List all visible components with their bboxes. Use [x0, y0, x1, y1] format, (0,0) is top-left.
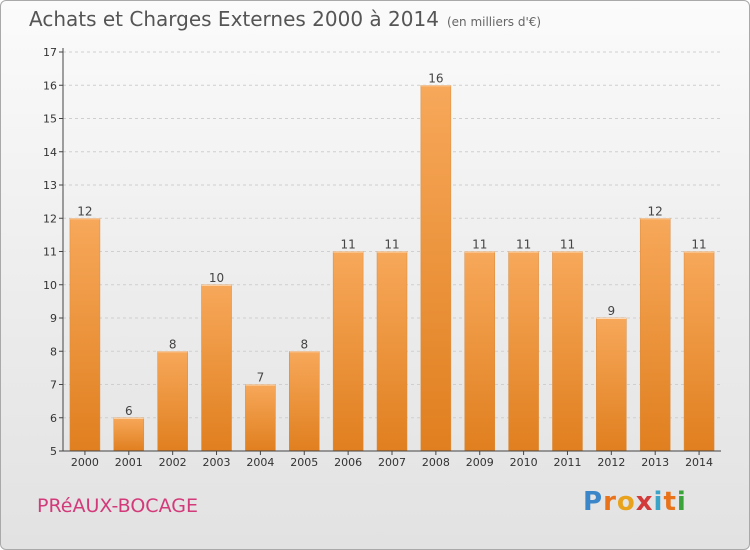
bar-2001	[113, 417, 145, 452]
bar-2002	[157, 351, 188, 452]
value-label: 12	[77, 204, 92, 218]
value-label: 16	[428, 71, 443, 85]
y-tick-label: 15	[43, 113, 57, 126]
y-tick-label: 12	[43, 212, 57, 225]
data-labels: 12 6 8 10 7 8 11 11 16 11 11 11 9 12 11	[77, 71, 706, 418]
y-tick-label: 6	[50, 412, 57, 425]
y-tick-label: 9	[50, 312, 57, 325]
x-tick-label: 2012	[597, 456, 625, 469]
bar-2008	[420, 85, 452, 452]
x-tick-label: 2013	[641, 456, 669, 469]
bar-2010	[508, 251, 539, 452]
value-label: 8	[169, 337, 177, 351]
chart-subtitle: (en milliers d'€)	[446, 15, 542, 29]
bar-2005	[289, 351, 320, 452]
value-label: 11	[340, 238, 355, 252]
x-tick-label: 2002	[159, 456, 187, 469]
bar-2004	[245, 384, 276, 452]
axes: 5 6 7 8 9 10 11 12 13 14 15 16 17 2000 2001 2002 2003 200…	[43, 46, 721, 469]
bar-2000	[69, 218, 101, 452]
x-tick-label: 2001	[115, 456, 143, 469]
y-tick-label: 17	[43, 46, 57, 59]
value-label: 11	[691, 238, 706, 252]
bar-2009	[464, 251, 495, 452]
x-tick-label: 2005	[290, 456, 318, 469]
proxiti-logo: Proxiti	[583, 487, 687, 517]
bar-2012	[596, 317, 627, 452]
bars	[69, 85, 715, 452]
value-label: 6	[125, 404, 133, 418]
logo-letter: r	[603, 487, 617, 517]
y-tick-label: 7	[50, 379, 57, 392]
value-label: 11	[384, 238, 399, 252]
y-tick-label: 10	[43, 279, 57, 292]
logo-letter: t	[663, 487, 677, 517]
logo-letter: P	[583, 487, 604, 517]
bar-2007	[376, 251, 408, 452]
logo-letter: x	[635, 487, 654, 517]
value-label: 11	[516, 238, 531, 252]
bar-2003	[201, 284, 232, 452]
title-text: Achats et Charges Externes 2000 à 2014	[29, 7, 439, 31]
value-label: 11	[560, 238, 575, 252]
x-tick-label: 2014	[685, 456, 713, 469]
commune-name: PRéAUX-BOCAGE	[37, 495, 198, 517]
value-label: 7	[257, 371, 265, 385]
y-tick-label: 14	[43, 146, 57, 159]
logo-letter: i	[653, 487, 664, 517]
value-label: 10	[209, 271, 224, 285]
bar-2006	[332, 251, 364, 452]
bar-2011	[552, 251, 583, 452]
y-tick-label: 5	[50, 445, 57, 458]
x-tick-label: 2000	[71, 456, 99, 469]
x-tick-label: 2011	[553, 456, 581, 469]
y-tick-label: 13	[43, 179, 57, 192]
x-tick-label: 2010	[510, 456, 538, 469]
bar-2014	[683, 251, 715, 452]
chart-title: Achats et Charges Externes 2000 à 2014 (e…	[29, 7, 541, 31]
bar-2013	[639, 218, 671, 452]
y-tick-label: 11	[43, 246, 57, 259]
x-tick-label: 2007	[378, 456, 406, 469]
value-label: 11	[472, 238, 487, 252]
value-label: 9	[608, 304, 616, 318]
value-label: 12	[648, 204, 663, 218]
x-tick-label: 2008	[422, 456, 450, 469]
x-tick-label: 2009	[466, 456, 494, 469]
logo-letter: i	[676, 487, 687, 517]
x-tick-label: 2006	[334, 456, 362, 469]
y-tick-label: 8	[50, 345, 57, 358]
x-tick-label: 2004	[246, 456, 274, 469]
logo-letter: o	[616, 487, 636, 517]
x-tick-label: 2003	[203, 456, 231, 469]
y-tick-label: 16	[43, 79, 57, 92]
value-label: 8	[300, 337, 308, 351]
